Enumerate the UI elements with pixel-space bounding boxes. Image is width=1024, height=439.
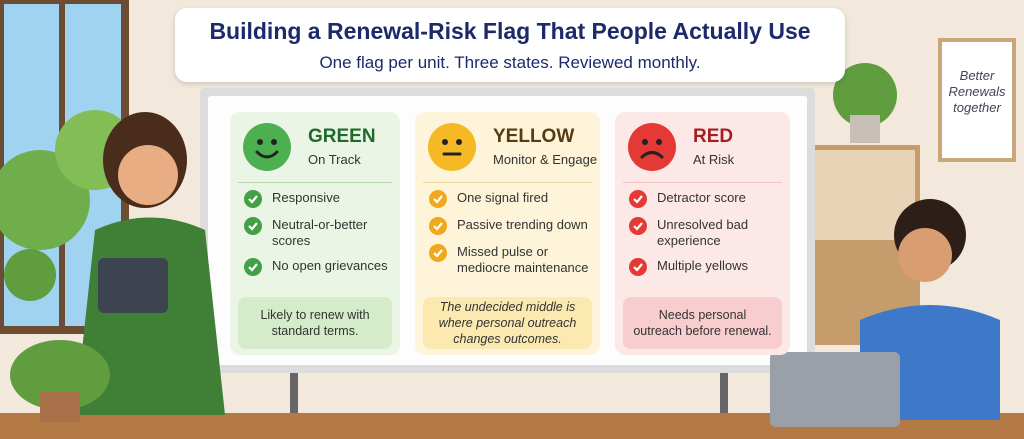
check-icon: [429, 217, 447, 235]
face-icon: [627, 122, 677, 177]
item: Neutral-or-better scores: [244, 217, 392, 249]
divider: [423, 182, 592, 183]
check-icon: [429, 190, 447, 208]
note: The undecided middle is where personal o…: [423, 297, 592, 349]
panel-status: At Risk: [693, 152, 735, 167]
item-text: Detractor score: [657, 190, 746, 205]
item-list: Detractor score Unresolved bad experience…: [629, 190, 782, 276]
title: Building a Renewal-Risk Flag That People…: [209, 18, 811, 44]
panel-status: Monitor & Engage: [493, 152, 598, 167]
check-icon: [629, 217, 647, 235]
item: No open grievances: [244, 258, 392, 276]
title-box: Building a Renewal-Risk Flag That People…: [175, 8, 845, 82]
item-text: Neutral-or-better scores: [272, 217, 368, 248]
wall-sign: Better Renewals together: [938, 38, 1016, 162]
item-text: No open grievances: [272, 258, 388, 273]
face: [243, 123, 291, 171]
item: Responsive: [244, 190, 392, 208]
panel-label: GREEN: [308, 126, 376, 147]
item-list: Responsive Neutral-or-better scores No ope…: [244, 190, 392, 276]
panel-label: YELLOW: [493, 126, 575, 147]
panel: YELLOW Monitor & Engage One signal fired Pa…: [415, 112, 600, 355]
note: Likely to renew with standard terms.: [238, 297, 392, 349]
item: One signal fired: [429, 190, 592, 208]
panel-label: RED: [693, 126, 734, 147]
check-icon: [629, 190, 647, 208]
item-text: Unresolved bad experience: [657, 217, 749, 248]
check-icon: [629, 258, 647, 276]
face-icon: [427, 122, 477, 177]
subtitle: One flag per unit. Three states. Reviewe…: [319, 53, 701, 72]
item-text: Missed pulse or mediocre maintenance: [457, 244, 589, 275]
item: Missed pulse or mediocre maintenance: [429, 244, 592, 276]
item-text: One signal fired: [457, 190, 549, 205]
panel: RED At Risk Detractor score Unresolved bad …: [615, 112, 790, 355]
item: Multiple yellows: [629, 258, 782, 276]
divider: [238, 182, 392, 183]
face: [428, 123, 476, 171]
check-icon: [244, 190, 262, 208]
note: Needs personal outreach before renewal.: [623, 297, 782, 349]
divider: [623, 182, 782, 183]
face: [628, 123, 676, 171]
item: Detractor score: [629, 190, 782, 208]
item-list: One signal fired Passive trending down Mis…: [429, 190, 592, 276]
face-icon: [242, 122, 292, 177]
item-text: Responsive: [272, 190, 340, 205]
item: Unresolved bad experience: [629, 217, 782, 249]
item-text: Passive trending down: [457, 217, 588, 232]
check-icon: [244, 258, 262, 276]
panel-status: On Track: [308, 152, 361, 167]
panel: GREEN On Track Responsive Neutral-or-better…: [230, 112, 400, 355]
item-text: Multiple yellows: [657, 258, 749, 273]
check-icon: [244, 217, 262, 235]
item: Passive trending down: [429, 217, 592, 235]
check-icon: [429, 244, 447, 262]
